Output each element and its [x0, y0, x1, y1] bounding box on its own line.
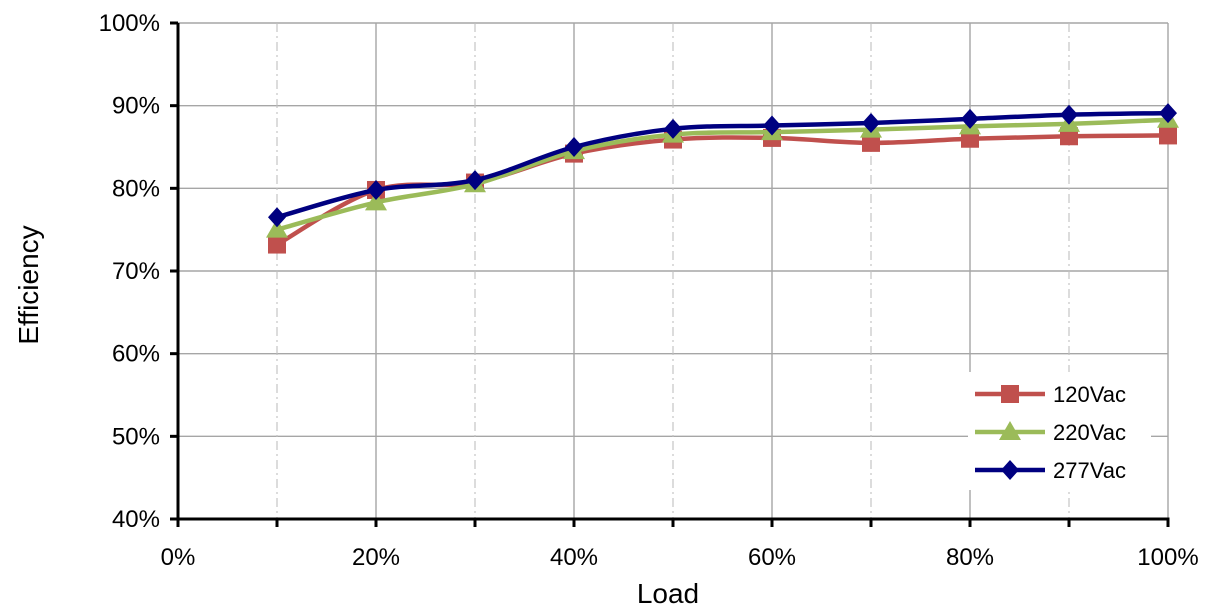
- marker-triangle: [365, 191, 387, 211]
- legend-label: 277Vac: [1053, 458, 1126, 483]
- series-277vac: [268, 103, 1177, 228]
- x-tick-label: 20%: [352, 544, 400, 571]
- axes: [170, 21, 1170, 527]
- legend-label: 220Vac: [1053, 420, 1126, 445]
- marker-diamond: [1159, 103, 1177, 124]
- x-axis-title: Load: [637, 578, 699, 609]
- marker-triangle: [999, 421, 1021, 440]
- marker-diamond: [268, 207, 286, 228]
- y-tick-label: 70%: [112, 258, 160, 285]
- grid: [178, 22, 1169, 519]
- y-tick-label: 90%: [112, 93, 160, 120]
- y-tick-label: 40%: [112, 506, 160, 533]
- marker-diamond: [466, 170, 484, 191]
- marker-square: [268, 235, 286, 254]
- x-tick-label: 60%: [748, 544, 796, 571]
- tick-labels: 40% 50% 60% 70% 80% 90% 100% 0% 20% 40% 60% 80% 100%: [99, 10, 1199, 571]
- y-tick-label: 100%: [99, 10, 160, 37]
- marker-triangle: [266, 218, 288, 238]
- x-tick-label: 40%: [550, 544, 598, 571]
- marker-square: [862, 133, 880, 152]
- marker-diamond: [664, 118, 682, 139]
- marker-diamond: [862, 113, 880, 134]
- legend-label: 120Vac: [1053, 382, 1126, 407]
- marker-diamond: [367, 179, 385, 200]
- marker-square: [1159, 126, 1177, 145]
- y-axis-title: Efficiency: [13, 225, 44, 344]
- marker-diamond: [763, 115, 781, 136]
- series-line: [276, 117, 1169, 232]
- x-tick-label: 80%: [946, 544, 994, 571]
- series-layer: [266, 103, 1179, 254]
- y-tick-label: 50%: [112, 423, 160, 450]
- marker-diamond: [565, 137, 583, 157]
- series-line: [276, 110, 1169, 220]
- y-tick-label: 60%: [112, 341, 160, 368]
- marker-diamond: [1060, 104, 1078, 125]
- legend: 120Vac 220Vac 277Vac: [968, 372, 1151, 490]
- y-tick-label: 80%: [112, 175, 160, 202]
- marker-diamond: [1001, 460, 1019, 480]
- x-tick-label: 0%: [161, 544, 196, 571]
- marker-diamond: [961, 108, 979, 129]
- x-tick-label: 100%: [1137, 544, 1198, 571]
- marker-square: [1001, 385, 1019, 403]
